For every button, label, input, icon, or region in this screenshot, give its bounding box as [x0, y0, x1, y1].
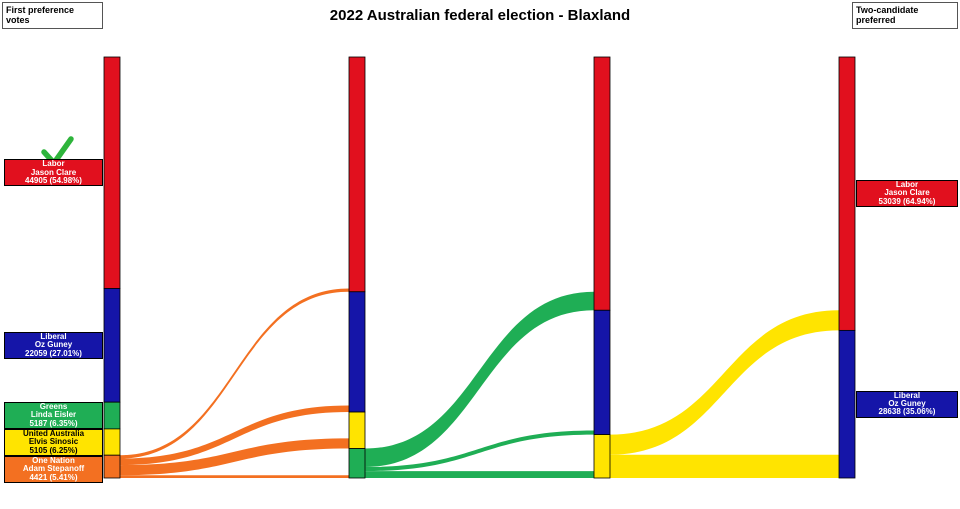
flow-ON-to-ALP — [120, 288, 349, 459]
candidate-label-line: Linda Eisler — [30, 410, 77, 420]
node-stage2-UAP — [593, 434, 611, 479]
candidate-label-line: Oz Guney — [34, 340, 73, 350]
node-stage1-LIB — [348, 291, 366, 413]
candidate-label-UAP-stage0: United Australia Elvis Sinosic 5105 (6.25%… — [4, 428, 103, 457]
flow-GRN-to-LIB — [365, 430, 594, 472]
candidate-label-line: Adam Stepanoff — [22, 464, 85, 474]
candidate-label-line: Greens — [39, 401, 68, 411]
node-stage1-ALP — [348, 56, 366, 293]
candidate-label-ON-stage0: One Nation Adam Stepanoff 4421 (5.41%) — [4, 455, 103, 484]
node-stage1-GRN — [348, 448, 366, 479]
candidate-label-line: Oz Guney — [888, 398, 926, 408]
candidate-label-line: 4421 (5.41%) — [29, 472, 78, 482]
node-stage0-ALP — [103, 56, 121, 289]
candidate-label-line: Liberal — [893, 390, 921, 400]
node-stage3-ALP — [838, 56, 856, 331]
candidate-label-line: Jason Clare — [884, 188, 930, 198]
candidate-label-line: 5105 (6.25%) — [29, 445, 78, 455]
candidate-label-line: Labor — [42, 159, 65, 169]
candidate-label-line: Elvis Sinosic — [28, 437, 79, 447]
node-stage3-LIB — [838, 329, 856, 479]
node-stage0-LIB — [103, 288, 121, 403]
flow-GRN-to-UAP — [365, 471, 594, 478]
node-stage0-ON — [103, 454, 121, 479]
candidate-label-line: Jason Clare — [30, 167, 77, 177]
two-candidate-preferred-header: Two-candidate preferred — [852, 2, 958, 29]
candidate-label-line: 53039 (64.94%) — [878, 196, 936, 206]
candidate-label-LIB-stage3: Liberal Oz Guney 28638 (35.06%) — [856, 391, 958, 418]
flow-UAP-to-ALP — [610, 310, 839, 455]
node-stage2-ALP — [593, 56, 611, 311]
candidate-label-line: United Australia — [22, 428, 85, 438]
flow-ON-to-GRN — [120, 475, 349, 478]
candidate-label-GRN-stage0: Greens Linda Eisler 5187 (6.35%) — [4, 401, 103, 430]
first-preference-header: First preference votes — [2, 2, 103, 29]
node-stage2-LIB — [593, 309, 611, 435]
candidate-label-line: 28638 (35.06%) — [878, 407, 936, 417]
page-title: 2022 Australian federal election - Blaxl… — [329, 7, 631, 24]
flow-ON-to-UAP — [120, 438, 349, 476]
node-stage0-GRN — [103, 401, 121, 430]
flow-ON-to-LIB — [120, 405, 349, 466]
candidate-label-line: One Nation — [32, 455, 75, 465]
candidate-label-LIB-stage0: Liberal Oz Guney 22059 (27.01%) — [4, 332, 103, 359]
candidate-label-line: 22059 (27.01%) — [25, 348, 82, 358]
candidate-label-ALP-stage0: Labor Jason Clare 44905 (54.98%) — [4, 159, 103, 187]
flow-GRN-to-ALP — [365, 291, 594, 468]
candidate-label-ALP-stage3: Labor Jason Clare 53039 (64.94%) — [856, 180, 958, 208]
node-stage1-UAP — [348, 411, 366, 449]
node-stage0-UAP — [103, 428, 121, 456]
candidate-label-line: 44905 (54.98%) — [25, 175, 82, 185]
candidate-label-line: 5187 (6.35%) — [29, 418, 78, 428]
candidate-label-line: Liberal — [40, 331, 67, 341]
flow-UAP-to-LIB — [610, 454, 839, 478]
candidate-label-line: Labor — [895, 180, 919, 190]
